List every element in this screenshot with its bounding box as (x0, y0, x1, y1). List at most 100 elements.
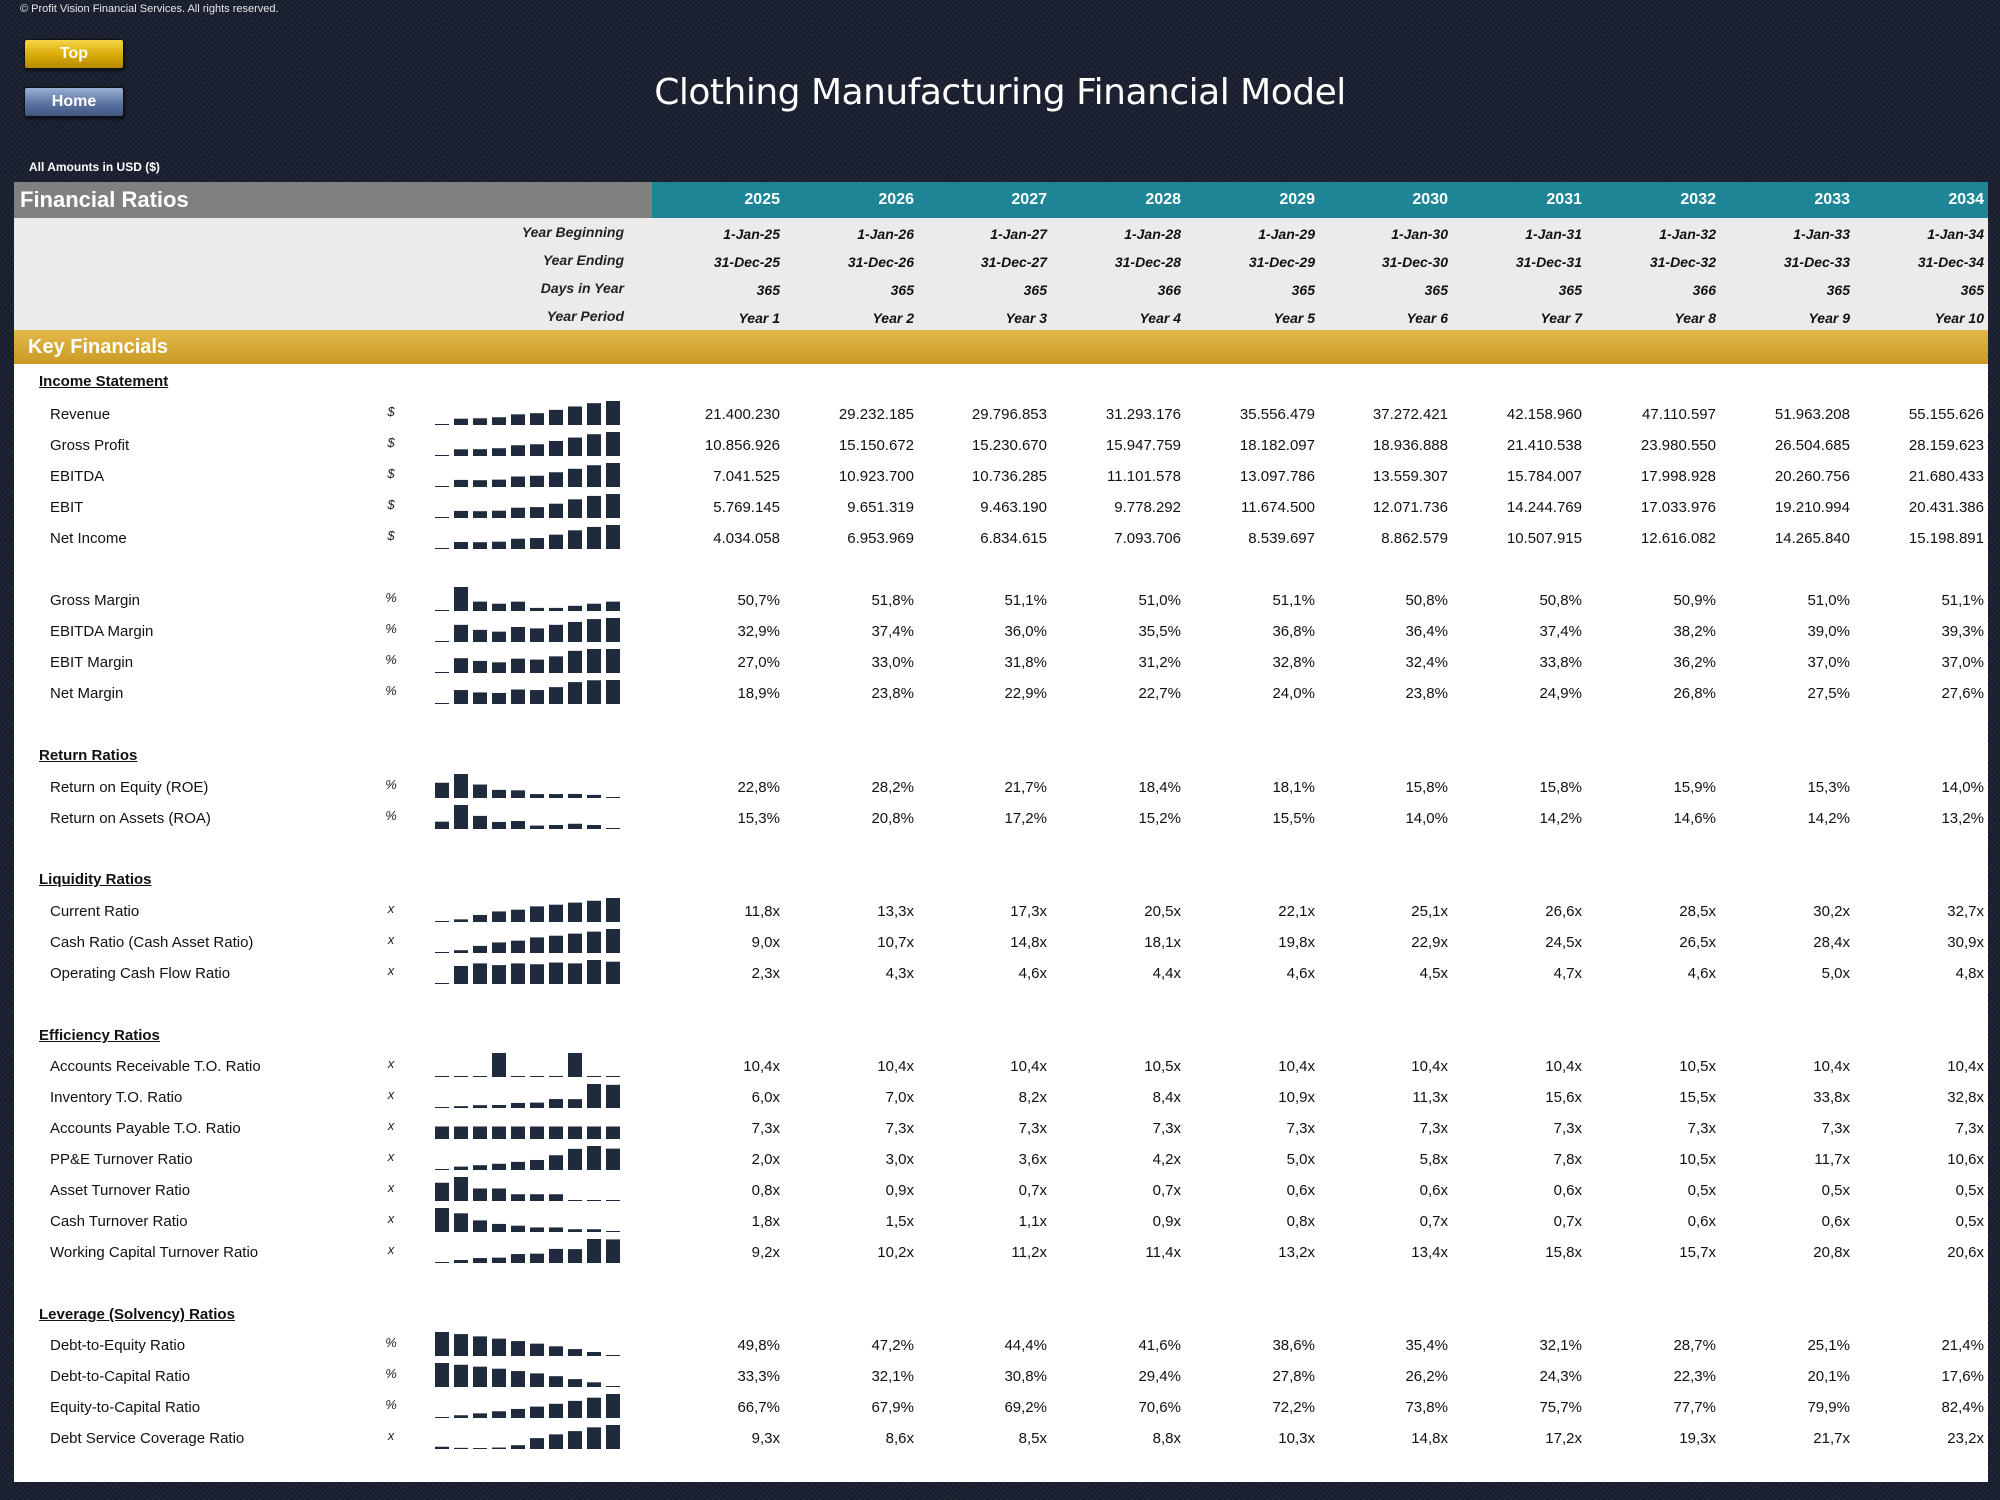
period-value: 365 (756, 282, 780, 298)
table-cell: 36,0% (1004, 623, 1047, 640)
table-row: Gross Profit $10.856.926 15.150.672 15.230.… (14, 431, 1988, 461)
sparkline-bar (606, 1355, 620, 1356)
row-label-revenue: Revenue (50, 406, 111, 423)
sparkline-bar (454, 418, 468, 425)
table-cell: 11,8x (744, 903, 780, 920)
sparkline-accounts-receivable-t-o-ratio (435, 1053, 620, 1077)
sparkline-ebitda-margin (435, 618, 620, 642)
sparkline-bar (606, 463, 620, 487)
sparkline-bar (473, 511, 487, 518)
sparkline-bar (530, 507, 544, 518)
period-value: 1-Jan-27 (990, 226, 1047, 242)
table-cell: 15,8% (1539, 779, 1582, 796)
row-label-cash-ratio-cash-asset-ratio: Cash Ratio (Cash Asset Ratio) (50, 934, 254, 951)
home-button[interactable]: Home (24, 87, 124, 117)
sparkline-bar (587, 526, 601, 549)
table-cell: 37.272.421 (1372, 406, 1448, 423)
sparkline-bar (511, 476, 525, 487)
group-title-income-statement: Income Statement (39, 373, 169, 390)
sparkline-bar (492, 1338, 506, 1356)
table-cell: 7.093.706 (1114, 530, 1181, 547)
table-cell: 50,8% (1539, 592, 1582, 609)
sparkline-bar (435, 517, 449, 518)
table-cell: 10,2x (877, 1244, 914, 1261)
year-header-2029: 2029 (1279, 191, 1315, 208)
sparkline-bar (568, 1249, 582, 1263)
row-unit: x (387, 1211, 395, 1226)
table-row: EBIT $5.769.145 9.651.319 9.463.190 9.778.29… (14, 493, 1988, 523)
table-cell: 11,2x (1011, 1244, 1047, 1261)
sparkline-bar (568, 963, 582, 984)
table-cell: 31,2% (1138, 654, 1181, 671)
row-unit: $ (387, 404, 395, 419)
table-cell: 10,7x (877, 934, 914, 951)
table-cell: 15.150.672 (838, 437, 914, 454)
sparkline-bar (568, 605, 582, 611)
table-row: EBITDA Margin% 32,9% 37,4% 36,0% 35,5% 36,8% 3… (14, 617, 1988, 647)
sparkline-bar (473, 601, 487, 611)
table-cell: 17.033.976 (1640, 499, 1716, 516)
table-cell: 0,8x (1286, 1213, 1315, 1230)
row-unit: % (385, 590, 397, 605)
sparkline-bar (587, 1229, 601, 1232)
row-label-cash-turnover-ratio: Cash Turnover Ratio (50, 1213, 188, 1230)
row-label-operating-cash-flow-ratio: Operating Cash Flow Ratio (50, 965, 231, 982)
sparkline-bar (473, 1448, 487, 1449)
sparkline-bar (492, 1447, 506, 1449)
table-cell: 20,8% (871, 810, 914, 827)
year-header-2032: 2032 (1680, 191, 1716, 208)
sparkline-bar (454, 1177, 468, 1201)
table-cell: 15,3% (737, 810, 780, 827)
table-cell: 18,1x (1144, 934, 1181, 951)
sparkline-bar (587, 931, 601, 953)
table-row: Working Capital Turnover Ratio x 9,2x 10,2x… (14, 1238, 1988, 1268)
table-cell: 15,2% (1138, 810, 1181, 827)
sparkline-debt-to-equity-ratio (435, 1332, 620, 1356)
top-button[interactable]: Top (24, 39, 124, 69)
sparkline-bar (454, 919, 468, 922)
table-row: Net Margin% 18,9% 23,8% 22,9% 22,7% 24,0% 23,8… (14, 679, 1988, 709)
table-cell: 15,8% (1405, 779, 1448, 796)
table-cell: 10.923.700 (838, 468, 914, 485)
year-header-band (652, 182, 1988, 218)
group-title-efficiency-ratios: Efficiency Ratios (39, 1027, 160, 1044)
period-value: 31-Dec-33 (1783, 254, 1850, 270)
sparkline-bar (454, 1106, 468, 1108)
table-cell: 41,6% (1138, 1337, 1181, 1354)
table-cell: 82,4% (1941, 1399, 1984, 1416)
sparkline-bar (606, 618, 620, 642)
table-cell: 23,2x (1947, 1430, 1984, 1447)
sparkline-bar (568, 1400, 582, 1418)
table-cell: 14.244.769 (1506, 499, 1582, 516)
sparkline-bar (492, 821, 506, 829)
sparkline-bar (435, 1182, 449, 1201)
table-cell: 36,8% (1272, 623, 1315, 640)
sparkline-bar (435, 983, 449, 984)
sparkline-bar (568, 406, 582, 425)
table-cell: 69,2% (1004, 1399, 1047, 1416)
sparkline-inventory-t-o-ratio (435, 1084, 620, 1108)
sparkline-bar (587, 1076, 601, 1077)
sparkline-bar (511, 507, 525, 518)
period-value: 365 (1291, 282, 1315, 298)
sparkline-bar (549, 607, 563, 611)
sparkline-bar (473, 418, 487, 425)
table-cell: 18,1% (1272, 779, 1315, 796)
table-cell: 8,5x (1018, 1430, 1047, 1447)
sparkline-bar (530, 690, 544, 704)
table-cell: 10,9x (1278, 1089, 1315, 1106)
financial-ratios-sheet: Financial Ratios 2025 2026 2027 2028 2029 203… (14, 182, 1988, 1482)
table-cell: 8.539.697 (1248, 530, 1315, 547)
period-value: 1-Jan-26 (857, 226, 914, 242)
sparkline-bar (511, 689, 525, 704)
table-cell: 23,8% (1405, 685, 1448, 702)
sparkline-bar (473, 1258, 487, 1263)
table-cell: 17,2% (1004, 810, 1047, 827)
sparkline-bar (454, 1415, 468, 1418)
table-cell: 2,3x (751, 965, 780, 982)
sparkline-bar (530, 628, 544, 642)
sparkline-bar (606, 432, 620, 456)
table-cell: 66,7% (737, 1399, 780, 1416)
sparkline-bar (568, 1053, 582, 1077)
sparkline-bar (568, 933, 582, 953)
